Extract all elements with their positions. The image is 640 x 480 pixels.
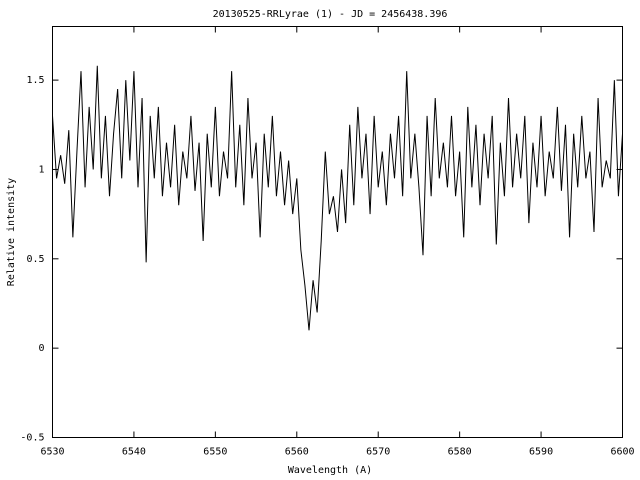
y-tick-label: 0.5 bbox=[26, 254, 44, 265]
x-tick-label: 6540 bbox=[122, 447, 146, 458]
y-tick-label: 0 bbox=[38, 343, 44, 354]
x-tick-label: 6600 bbox=[610, 447, 634, 458]
x-tick-label: 6530 bbox=[40, 447, 64, 458]
spectrum-line bbox=[52, 65, 623, 331]
x-tick-label: 6570 bbox=[366, 447, 390, 458]
x-tick-label: 6580 bbox=[448, 447, 472, 458]
y-tick-label: 1 bbox=[38, 164, 44, 175]
x-axis-label: Wavelength (A) bbox=[288, 465, 372, 476]
y-tick-label: -0.5 bbox=[20, 433, 44, 444]
y-axis-label: Relative intensity bbox=[6, 178, 17, 286]
chart-title: 20130525-RRLyrae (1) - JD = 2456438.396 bbox=[213, 9, 448, 20]
plot-border bbox=[52, 26, 623, 438]
x-tick-label: 6560 bbox=[285, 447, 309, 458]
x-tick-label: 6590 bbox=[529, 447, 553, 458]
y-tick-label: 1.5 bbox=[26, 75, 44, 86]
x-tick-label: 6550 bbox=[203, 447, 227, 458]
